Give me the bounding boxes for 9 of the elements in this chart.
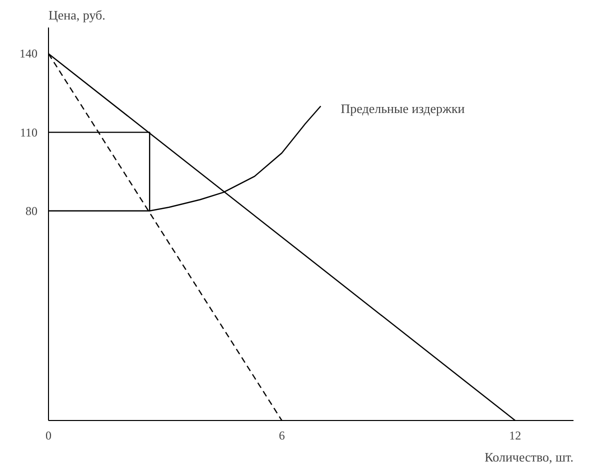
- x-axis-title: Количество, шт.: [484, 450, 574, 464]
- x-tick-label: 12: [509, 428, 522, 442]
- series-label: Предельные издержки: [340, 101, 465, 116]
- y-tick-label: 140: [20, 46, 38, 61]
- y-tick-label: 110: [20, 125, 38, 140]
- y-tick-label: 80: [26, 204, 38, 218]
- y-axis-title: Цена, руб.: [48, 8, 106, 22]
- x-tick-label: 6: [278, 428, 285, 442]
- x-tick-label: 0: [46, 428, 52, 442]
